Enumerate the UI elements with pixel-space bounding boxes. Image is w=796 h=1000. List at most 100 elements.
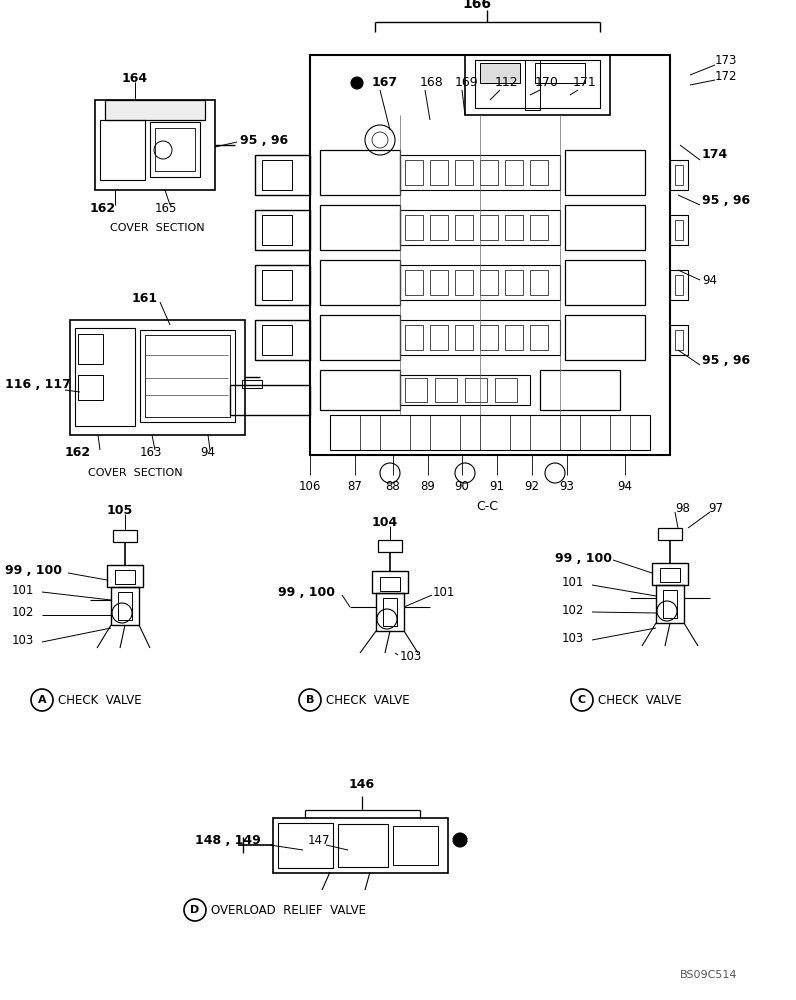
Bar xyxy=(535,63,585,83)
Text: 167: 167 xyxy=(372,77,398,90)
Bar xyxy=(405,215,423,240)
Bar xyxy=(255,210,310,250)
Text: 116 , 117: 116 , 117 xyxy=(5,378,71,391)
Bar xyxy=(410,415,430,450)
Text: 162: 162 xyxy=(65,446,91,460)
Bar xyxy=(105,100,205,120)
Text: 94: 94 xyxy=(702,273,717,286)
Bar xyxy=(393,826,438,865)
Text: 171: 171 xyxy=(573,77,597,90)
Text: CHECK  VALVE: CHECK VALVE xyxy=(326,694,410,706)
Bar xyxy=(455,160,473,185)
Bar xyxy=(242,380,262,388)
Text: C: C xyxy=(578,695,586,705)
Bar xyxy=(465,378,487,402)
Bar xyxy=(273,818,448,873)
Bar xyxy=(495,378,517,402)
Bar xyxy=(255,155,310,195)
Bar xyxy=(320,260,400,305)
Bar xyxy=(95,100,215,190)
Text: 174: 174 xyxy=(702,148,728,161)
Bar xyxy=(155,128,195,171)
Text: 87: 87 xyxy=(348,480,362,493)
Text: 103: 103 xyxy=(12,634,34,647)
Bar xyxy=(310,55,670,455)
Text: 106: 106 xyxy=(298,480,322,493)
Text: 162: 162 xyxy=(90,202,116,215)
Text: 95 , 96: 95 , 96 xyxy=(240,133,288,146)
Bar xyxy=(400,320,560,355)
Bar xyxy=(400,155,560,190)
Bar xyxy=(150,122,200,177)
Bar xyxy=(78,375,103,400)
Bar xyxy=(145,335,230,417)
Bar xyxy=(230,385,310,415)
Bar xyxy=(455,215,473,240)
Bar xyxy=(140,330,235,422)
Bar xyxy=(383,598,397,626)
Bar xyxy=(480,270,498,295)
Text: 89: 89 xyxy=(420,480,435,493)
Bar xyxy=(430,270,448,295)
Bar xyxy=(675,275,683,295)
Text: 95 , 96: 95 , 96 xyxy=(702,194,750,207)
Bar xyxy=(660,568,680,582)
Bar xyxy=(530,215,548,240)
Bar xyxy=(430,215,448,240)
Text: 102: 102 xyxy=(562,603,584,616)
Text: 90: 90 xyxy=(455,480,470,493)
Bar xyxy=(262,270,292,300)
Bar xyxy=(455,270,473,295)
Bar xyxy=(430,160,448,185)
Text: 101: 101 xyxy=(562,576,584,589)
Bar xyxy=(330,415,650,450)
Bar xyxy=(480,160,498,185)
Bar xyxy=(405,378,427,402)
Bar xyxy=(652,563,688,585)
Bar xyxy=(400,375,530,405)
Bar xyxy=(70,320,245,435)
Text: 97: 97 xyxy=(708,502,723,514)
Text: 94: 94 xyxy=(200,446,215,460)
Bar xyxy=(455,325,473,350)
Bar xyxy=(100,120,145,180)
Text: 92: 92 xyxy=(525,480,540,493)
Text: 103: 103 xyxy=(562,632,584,645)
Bar xyxy=(675,220,683,240)
Text: OVERLOAD  RELIEF  VALVE: OVERLOAD RELIEF VALVE xyxy=(211,904,366,916)
Text: CHECK  VALVE: CHECK VALVE xyxy=(598,694,681,706)
Bar xyxy=(675,330,683,350)
Text: 91: 91 xyxy=(490,480,505,493)
Bar xyxy=(565,150,645,195)
Bar xyxy=(255,320,310,360)
Text: COVER  SECTION: COVER SECTION xyxy=(88,468,182,478)
Bar xyxy=(78,334,103,364)
Text: 173: 173 xyxy=(715,53,737,66)
Bar xyxy=(376,593,404,631)
Text: CHECK  VALVE: CHECK VALVE xyxy=(58,694,142,706)
Bar xyxy=(670,160,688,190)
Text: B: B xyxy=(306,695,314,705)
Text: 99 , 100: 99 , 100 xyxy=(555,552,612,564)
Bar xyxy=(480,63,520,83)
Text: 170: 170 xyxy=(535,77,559,90)
Bar xyxy=(278,823,333,868)
Bar xyxy=(565,205,645,250)
Text: 147: 147 xyxy=(308,834,330,846)
Bar xyxy=(405,270,423,295)
Bar xyxy=(670,325,688,355)
Bar xyxy=(465,55,610,115)
Text: 148 , 149: 148 , 149 xyxy=(195,834,261,846)
Text: 169: 169 xyxy=(455,77,478,90)
Bar xyxy=(320,370,400,410)
Text: 88: 88 xyxy=(385,480,400,493)
Bar xyxy=(338,824,388,867)
Bar xyxy=(360,415,380,450)
Text: 94: 94 xyxy=(618,480,633,493)
Bar xyxy=(670,270,688,300)
Text: BS09C514: BS09C514 xyxy=(680,970,738,980)
Text: C-C: C-C xyxy=(476,500,498,513)
Bar xyxy=(262,160,292,190)
Bar xyxy=(610,415,630,450)
Bar xyxy=(405,325,423,350)
